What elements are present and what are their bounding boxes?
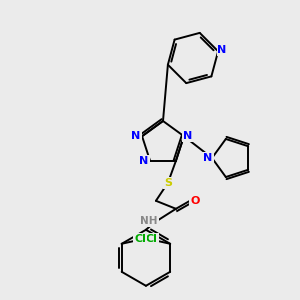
Text: Cl: Cl bbox=[146, 234, 158, 244]
Text: S: S bbox=[164, 178, 172, 188]
Text: N: N bbox=[203, 153, 213, 163]
Text: NH: NH bbox=[140, 216, 158, 226]
Text: N: N bbox=[218, 45, 227, 55]
Text: O: O bbox=[190, 196, 200, 206]
Text: N: N bbox=[131, 131, 141, 141]
Text: N: N bbox=[140, 156, 149, 166]
Text: N: N bbox=[183, 131, 193, 141]
Text: Cl: Cl bbox=[134, 234, 146, 244]
